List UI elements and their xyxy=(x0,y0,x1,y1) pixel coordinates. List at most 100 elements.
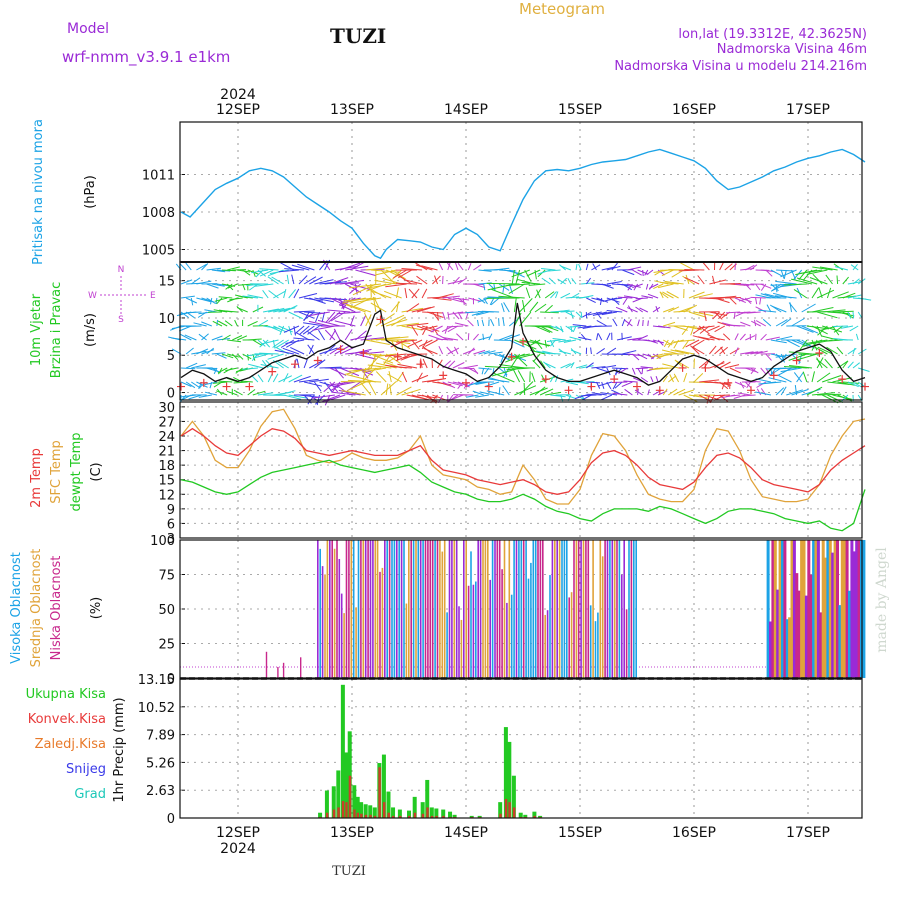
wind-vector xyxy=(637,319,640,327)
wind-vector xyxy=(540,360,546,369)
wind-vector xyxy=(704,297,725,300)
wind-vector xyxy=(483,297,488,305)
wind-vector xyxy=(514,353,528,367)
wind-vector xyxy=(345,304,366,313)
wind-vector xyxy=(580,311,583,319)
temp-axis-tick-label: 27 xyxy=(158,415,175,430)
wind-vector xyxy=(391,316,406,327)
wind-vector xyxy=(734,381,746,388)
wind-vector xyxy=(822,325,843,333)
wind-vector xyxy=(216,353,227,359)
wind-vector xyxy=(420,358,423,369)
wind-vector xyxy=(690,325,695,336)
wind-vector xyxy=(442,311,446,321)
wind-vector xyxy=(627,283,641,288)
wind-vector xyxy=(296,332,310,341)
wind-vector xyxy=(308,311,330,317)
wind-vector xyxy=(218,367,223,375)
sfc-temp-line xyxy=(180,408,866,505)
wind-vector xyxy=(303,358,308,369)
wind-vector xyxy=(770,283,792,286)
wind-vector xyxy=(478,269,492,272)
wind-vector xyxy=(601,381,605,389)
wind-vector xyxy=(447,325,464,328)
wind-vector xyxy=(422,325,428,336)
wind-vector xyxy=(396,301,399,313)
wind-gust-marker xyxy=(336,345,345,354)
wind-vector xyxy=(528,283,546,286)
compass-n: N xyxy=(118,265,125,275)
precip-total-bar xyxy=(498,802,503,818)
wind-vector xyxy=(452,276,460,285)
wind-vector xyxy=(591,264,601,271)
precip-total-bar xyxy=(340,684,345,818)
wind-vector xyxy=(567,325,582,328)
wind-vector xyxy=(650,353,664,358)
cloud-axis-tick-label: 100 xyxy=(150,534,175,549)
wind-vector xyxy=(760,283,772,289)
precip-convective-bar xyxy=(408,815,411,818)
wind-vector xyxy=(709,362,725,369)
precip-total-bar xyxy=(372,807,377,818)
wind-vector xyxy=(822,375,842,383)
wind-vector xyxy=(739,333,746,341)
wind-vector xyxy=(798,269,808,281)
wind-vector xyxy=(216,283,230,287)
wind-vector xyxy=(278,307,296,313)
wind-vector xyxy=(545,325,559,332)
wind-vector xyxy=(684,276,700,285)
wind-vector xyxy=(714,297,730,304)
wind-vector xyxy=(852,278,860,285)
wind-vector xyxy=(416,275,428,285)
wind-vector xyxy=(586,297,596,304)
wind-vector xyxy=(719,262,724,271)
wind-gust-marker xyxy=(769,371,778,380)
wind-vector xyxy=(385,383,389,396)
wind-vector xyxy=(447,394,454,403)
wind-vector xyxy=(842,381,859,384)
wind-vector xyxy=(678,306,694,313)
wind-vector xyxy=(683,304,698,313)
wind-vector xyxy=(560,292,571,299)
wind-vector xyxy=(332,391,356,396)
wind-vector xyxy=(635,367,648,370)
wind-vector xyxy=(298,311,315,319)
wind-vector xyxy=(312,325,335,331)
wind-vector xyxy=(291,274,295,285)
wind-vector xyxy=(657,269,665,276)
wind-vector xyxy=(549,374,555,383)
wind-vector xyxy=(796,325,814,333)
wind-vector xyxy=(251,269,269,274)
wind-vector xyxy=(482,333,485,341)
wind-vector xyxy=(180,381,192,387)
wind-vector xyxy=(768,377,787,383)
wind-vector xyxy=(680,262,695,271)
top-day-label: 15SEP xyxy=(558,102,602,118)
wind-vector xyxy=(765,269,773,277)
wind-vector xyxy=(273,307,291,313)
wind-vector xyxy=(511,367,521,383)
wind-vector xyxy=(343,297,376,302)
wind-vector xyxy=(821,335,838,341)
wind-vector xyxy=(816,358,828,369)
compass-s: S xyxy=(118,315,124,325)
wind-vector xyxy=(201,321,212,327)
wind-vector xyxy=(257,319,269,327)
wind-vector xyxy=(185,362,198,369)
wind-vector xyxy=(502,317,505,327)
wind-vector xyxy=(791,318,805,327)
wind-vector xyxy=(252,269,256,277)
wind-vector xyxy=(647,320,649,327)
wind-vector xyxy=(657,339,664,346)
wind-vector xyxy=(193,322,207,327)
wind-vector xyxy=(457,367,475,370)
wind-vector xyxy=(601,392,618,396)
wind-vector xyxy=(746,381,751,389)
wind-vector xyxy=(390,366,412,369)
precip-convective-bar xyxy=(421,813,425,818)
wind-vector xyxy=(842,292,856,299)
wind-vector xyxy=(491,288,515,299)
wind-vector xyxy=(411,288,420,299)
wind-vector xyxy=(796,372,804,383)
elevation-label: Nadmorska Visina 46m xyxy=(717,42,867,57)
